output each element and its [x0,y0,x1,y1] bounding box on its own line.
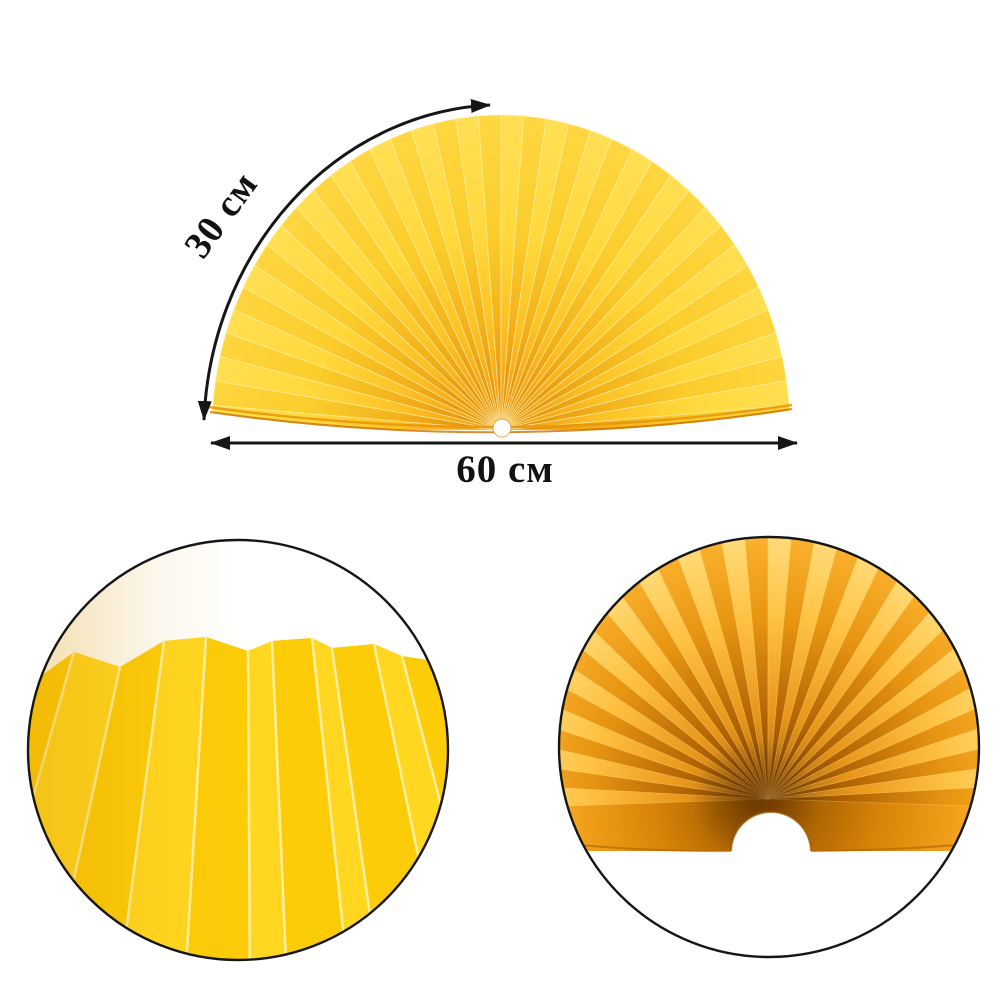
center-pleat [767,733,978,800]
center-pleat [767,642,978,800]
arc-dimension-label: 30 см [176,164,266,266]
center-pleat [767,664,978,800]
center-pleat [767,686,978,800]
center-pleat [560,622,769,800]
pleat-crease-line [0,690,22,985]
detail-circle-center [560,538,978,956]
detail-circle-pleats-outline [26,538,450,962]
detail-circle-pleats [0,541,447,985]
pleat-crease-line [438,661,447,959]
center-pleat [560,783,769,810]
center-pleat [767,538,794,800]
center-pleat [767,538,843,800]
detail-circle-center-outline [557,535,981,959]
center-pleat [560,642,769,800]
fan-center-notch [492,418,512,438]
width-dimension-label: 60 см [456,448,554,491]
pleat-shading [29,541,447,959]
arc-dimension-arrow [197,98,491,421]
center-pleat [767,622,978,800]
center-pleat [767,709,978,800]
center-pleat [717,538,769,800]
fan-image [211,114,791,431]
center-pleat [693,538,769,800]
center-pleat [742,538,769,800]
center-lower-mask [560,851,978,956]
center-pleat [767,538,867,800]
center-pleat [767,538,819,800]
center-pleat [669,538,769,800]
